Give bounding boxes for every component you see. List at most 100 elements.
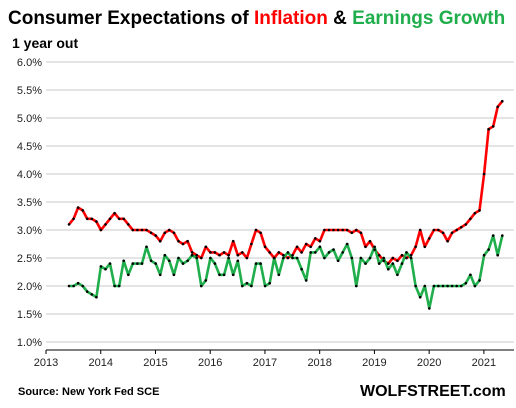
data-point xyxy=(282,253,285,257)
data-point xyxy=(359,256,363,260)
x-tick-label: 2015 xyxy=(143,357,167,369)
data-point xyxy=(327,228,331,232)
data-point xyxy=(487,248,490,251)
data-point xyxy=(90,293,94,296)
data-point xyxy=(263,284,267,288)
data-point xyxy=(345,242,349,246)
data-point xyxy=(304,279,308,282)
data-point xyxy=(136,262,139,265)
data-point xyxy=(496,253,500,257)
data-point xyxy=(85,290,89,293)
data-point xyxy=(418,228,422,232)
data-point xyxy=(168,228,171,232)
data-point xyxy=(382,259,386,263)
data-point xyxy=(122,217,125,221)
data-point xyxy=(377,253,381,257)
data-point xyxy=(437,228,440,232)
data-point xyxy=(177,239,180,243)
data-point xyxy=(163,231,167,235)
y-tick-label: 1.5% xyxy=(17,309,42,321)
title-part-0: Consumer Expectations of xyxy=(8,8,254,29)
y-tick-label: 4.5% xyxy=(17,141,42,153)
data-point xyxy=(491,125,495,128)
data-point xyxy=(336,228,340,232)
data-point xyxy=(423,245,427,249)
data-point xyxy=(355,228,358,232)
x-tick-label: 2018 xyxy=(307,357,331,369)
data-point xyxy=(245,281,249,285)
data-point xyxy=(259,231,262,235)
data-point xyxy=(286,256,290,260)
data-point xyxy=(186,259,189,263)
data-point xyxy=(158,273,162,277)
data-point xyxy=(145,228,148,232)
data-point xyxy=(286,251,290,254)
x-tick-label: 2019 xyxy=(362,357,386,369)
data-point xyxy=(469,273,472,277)
brand-watermark: WOLFSTREET.com xyxy=(360,383,506,400)
data-point xyxy=(446,239,449,243)
y-tick-label: 6.0% xyxy=(17,57,42,69)
data-point xyxy=(368,239,372,243)
data-point xyxy=(414,284,417,288)
data-point xyxy=(341,251,345,254)
data-point xyxy=(437,284,440,288)
data-point xyxy=(231,239,235,243)
data-point xyxy=(145,245,148,249)
data-point xyxy=(323,228,326,232)
source-note: Source: New York Fed SCE xyxy=(18,386,159,398)
title-part-2: & xyxy=(328,8,352,29)
data-point xyxy=(355,284,358,288)
data-point xyxy=(428,237,431,240)
data-point xyxy=(227,253,230,257)
data-point xyxy=(268,251,272,254)
data-point xyxy=(482,253,486,257)
data-point xyxy=(291,253,294,257)
x-tick-label: 2021 xyxy=(472,357,496,369)
data-point xyxy=(391,256,395,260)
data-point xyxy=(72,284,75,288)
data-point xyxy=(391,262,395,265)
data-point xyxy=(460,284,463,288)
data-point xyxy=(177,256,180,260)
data-point xyxy=(236,253,240,257)
data-point xyxy=(464,281,468,285)
data-point xyxy=(446,284,449,288)
data-point xyxy=(218,273,221,277)
data-point xyxy=(396,273,399,277)
data-point xyxy=(432,228,436,232)
data-point xyxy=(277,273,281,277)
data-point xyxy=(414,245,417,249)
data-point xyxy=(450,231,454,235)
data-point xyxy=(76,206,80,209)
data-point xyxy=(432,284,436,288)
data-point xyxy=(259,262,262,265)
data-point xyxy=(131,262,135,265)
data-point xyxy=(409,253,413,257)
data-point xyxy=(377,262,381,265)
data-point xyxy=(90,217,94,221)
x-tick-label: 2017 xyxy=(253,357,277,369)
data-point xyxy=(478,209,481,212)
y-tick-label: 5.5% xyxy=(17,85,42,97)
data-point xyxy=(108,262,112,265)
data-point xyxy=(318,245,322,249)
data-point xyxy=(304,242,308,246)
x-tick-label: 2020 xyxy=(417,357,441,369)
data-point xyxy=(482,172,486,176)
data-point xyxy=(168,259,171,263)
data-point xyxy=(127,223,130,226)
data-point xyxy=(441,231,445,235)
data-point xyxy=(387,262,390,265)
y-tick-label: 5.0% xyxy=(17,113,42,125)
data-point xyxy=(309,245,313,249)
data-point xyxy=(154,234,157,237)
data-point xyxy=(104,267,107,271)
x-tick-label: 2013 xyxy=(34,357,58,369)
data-point xyxy=(491,234,495,237)
data-point xyxy=(104,223,107,226)
data-point xyxy=(277,251,281,254)
x-tick-label: 2016 xyxy=(198,357,222,369)
data-point xyxy=(364,245,367,249)
